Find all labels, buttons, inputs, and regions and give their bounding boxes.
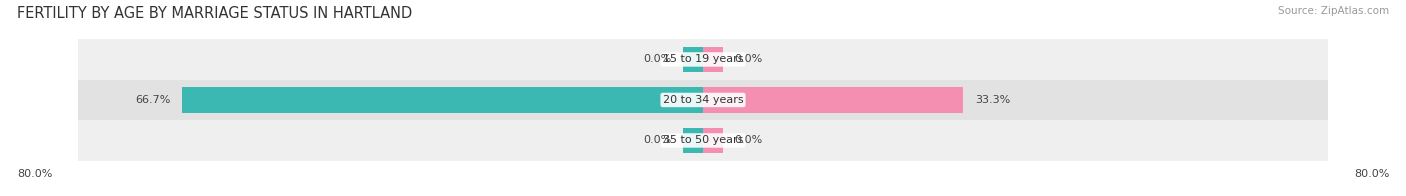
Text: 80.0%: 80.0% <box>17 169 52 179</box>
Text: 20 to 34 years: 20 to 34 years <box>662 95 744 105</box>
Text: 15 to 19 years: 15 to 19 years <box>662 54 744 64</box>
Bar <box>79 80 1327 120</box>
Bar <box>79 39 1327 80</box>
Bar <box>683 128 703 153</box>
Bar <box>703 87 963 113</box>
Bar <box>683 47 703 72</box>
Text: 0.0%: 0.0% <box>734 54 762 64</box>
Text: Source: ZipAtlas.com: Source: ZipAtlas.com <box>1278 6 1389 16</box>
Bar <box>703 128 723 153</box>
Text: 0.0%: 0.0% <box>644 135 672 145</box>
Bar <box>79 120 1327 161</box>
Bar <box>181 87 703 113</box>
Text: FERTILITY BY AGE BY MARRIAGE STATUS IN HARTLAND: FERTILITY BY AGE BY MARRIAGE STATUS IN H… <box>17 6 412 21</box>
Text: 0.0%: 0.0% <box>644 54 672 64</box>
Text: 33.3%: 33.3% <box>974 95 1010 105</box>
Text: 35 to 50 years: 35 to 50 years <box>662 135 744 145</box>
Text: 66.7%: 66.7% <box>135 95 170 105</box>
Bar <box>703 47 723 72</box>
Text: 0.0%: 0.0% <box>734 135 762 145</box>
Text: 80.0%: 80.0% <box>1354 169 1389 179</box>
